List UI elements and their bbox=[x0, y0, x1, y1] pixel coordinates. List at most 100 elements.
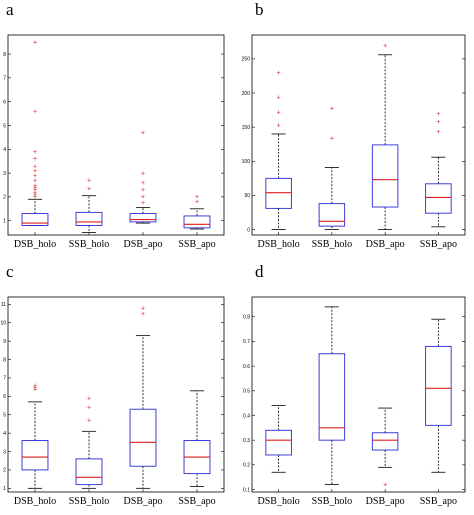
outlier-marker: + bbox=[141, 194, 145, 201]
outlier-marker: + bbox=[141, 170, 145, 177]
plot-area-frame bbox=[7, 296, 225, 493]
y-tick-label: 5 bbox=[3, 123, 6, 129]
outlier-marker: + bbox=[33, 384, 37, 391]
plot-area-frame bbox=[251, 296, 466, 493]
outlier-marker: + bbox=[33, 108, 37, 115]
y-tick-label: 8 bbox=[3, 52, 6, 58]
box bbox=[425, 183, 452, 214]
outlier-marker: + bbox=[87, 186, 91, 193]
y-tick-label: 200 bbox=[242, 91, 251, 97]
outlier-marker: + bbox=[33, 163, 37, 170]
x-category-label: SSB_holo bbox=[69, 496, 110, 507]
x-category-label: DSB_holo bbox=[14, 496, 56, 507]
y-tick-label: 0.6 bbox=[243, 364, 250, 370]
y-tick-label: 0.5 bbox=[243, 389, 250, 395]
outlier-marker: + bbox=[383, 482, 387, 489]
box bbox=[21, 440, 49, 471]
outlier-marker: + bbox=[33, 189, 37, 196]
y-tick-label: 11 bbox=[1, 302, 6, 308]
outlier-marker: + bbox=[436, 119, 440, 126]
y-tick-label: 100 bbox=[242, 159, 251, 165]
y-tick-label: 3 bbox=[3, 449, 6, 455]
y-tick-label: 0.4 bbox=[243, 413, 250, 419]
outlier-marker: + bbox=[33, 173, 37, 180]
plot-area-frame bbox=[251, 34, 466, 236]
outlier-marker: + bbox=[277, 70, 281, 77]
y-tick-label: 2 bbox=[3, 195, 6, 201]
outlier-marker: + bbox=[277, 94, 281, 101]
x-category-label: DSB_apo bbox=[124, 239, 163, 250]
y-tick-label: 8 bbox=[3, 357, 6, 363]
outlier-marker: + bbox=[33, 383, 37, 390]
x-category-label: SSB_holo bbox=[312, 496, 353, 507]
outlier-marker: + bbox=[330, 135, 334, 142]
y-tick-label: 7 bbox=[3, 76, 6, 82]
outlier-marker: + bbox=[141, 311, 145, 318]
outlier-marker: + bbox=[33, 149, 37, 156]
outlier-marker: + bbox=[33, 386, 37, 393]
box bbox=[371, 432, 399, 451]
y-tick-label: 10 bbox=[0, 321, 6, 327]
x-category-label: SSB_holo bbox=[69, 239, 110, 250]
y-tick-label: 0.3 bbox=[243, 438, 250, 444]
y-tick-label: 6 bbox=[3, 394, 6, 400]
box bbox=[129, 213, 157, 223]
outlier-marker: + bbox=[33, 178, 37, 185]
x-category-label: SSB_apo bbox=[178, 496, 215, 507]
box bbox=[75, 458, 103, 486]
y-tick-label: 5 bbox=[3, 413, 6, 419]
x-category-label: DSB_apo bbox=[366, 239, 405, 250]
x-category-label: DSB_apo bbox=[124, 496, 163, 507]
y-tick-label: 1 bbox=[3, 486, 6, 492]
box bbox=[75, 211, 103, 226]
outlier-marker: + bbox=[141, 200, 145, 207]
outlier-marker: + bbox=[33, 185, 37, 192]
y-tick-label: 250 bbox=[242, 57, 251, 63]
outlier-marker: + bbox=[195, 199, 199, 206]
panel-label-a: a bbox=[6, 0, 14, 19]
outlier-marker: + bbox=[436, 111, 440, 118]
y-tick-label: 0.8 bbox=[243, 315, 250, 321]
y-tick-label: 6 bbox=[3, 99, 6, 105]
box bbox=[425, 345, 452, 426]
outlier-marker: + bbox=[277, 109, 281, 116]
y-tick-label: 0.7 bbox=[243, 339, 250, 345]
outlier-marker: + bbox=[33, 39, 37, 46]
outlier-marker: + bbox=[141, 187, 145, 194]
outlier-marker: + bbox=[330, 105, 334, 112]
boxplot-panel-d: 0.1 0.2 0.3 0.4 0.5 0.6 0.7 0.8 DSB_holo SSB_holo… bbox=[243, 296, 466, 507]
x-category-label: SSB_holo bbox=[312, 239, 353, 250]
y-tick-label: 0.2 bbox=[243, 463, 250, 469]
y-tick-label: 0.1 bbox=[243, 487, 250, 493]
x-category-label: SSB_apo bbox=[420, 496, 457, 507]
y-tick-label: 0 bbox=[247, 227, 250, 233]
outlier-marker: + bbox=[383, 43, 387, 50]
x-category-label: DSB_holo bbox=[258, 239, 300, 250]
box bbox=[129, 408, 157, 467]
x-category-label: DSB_holo bbox=[258, 496, 300, 507]
box bbox=[265, 177, 292, 209]
outlier-marker: + bbox=[87, 178, 91, 185]
boxplot-panel-b: 050100150200250DSB_holo++++SSB_holo++DSB… bbox=[242, 34, 466, 250]
y-tick-label: 3 bbox=[3, 171, 6, 177]
y-tick-label: 150 bbox=[242, 125, 251, 131]
y-tick-label: 4 bbox=[3, 431, 6, 437]
box bbox=[265, 429, 292, 456]
box bbox=[183, 215, 211, 229]
outlier-marker: + bbox=[33, 182, 37, 189]
outlier-marker: + bbox=[87, 395, 91, 402]
outlier-marker: + bbox=[33, 156, 37, 163]
box bbox=[371, 144, 399, 208]
box bbox=[318, 203, 346, 227]
panel-label-b: b bbox=[255, 0, 264, 19]
x-category-label: DSB_apo bbox=[366, 496, 405, 507]
outlier-marker: + bbox=[436, 129, 440, 136]
y-tick-label: 4 bbox=[3, 147, 6, 153]
boxplot-panel-c: 1234567891011DSB_holo+++SSB_holo+++DSB_a… bbox=[0, 296, 225, 507]
boxplot-panel-a: 12345678DSB_holo++++++++++++++SSB_holo++… bbox=[3, 34, 225, 250]
outlier-marker: + bbox=[87, 405, 91, 412]
y-tick-label: 50 bbox=[244, 193, 250, 199]
box bbox=[21, 213, 49, 226]
y-tick-label: 9 bbox=[3, 339, 6, 345]
